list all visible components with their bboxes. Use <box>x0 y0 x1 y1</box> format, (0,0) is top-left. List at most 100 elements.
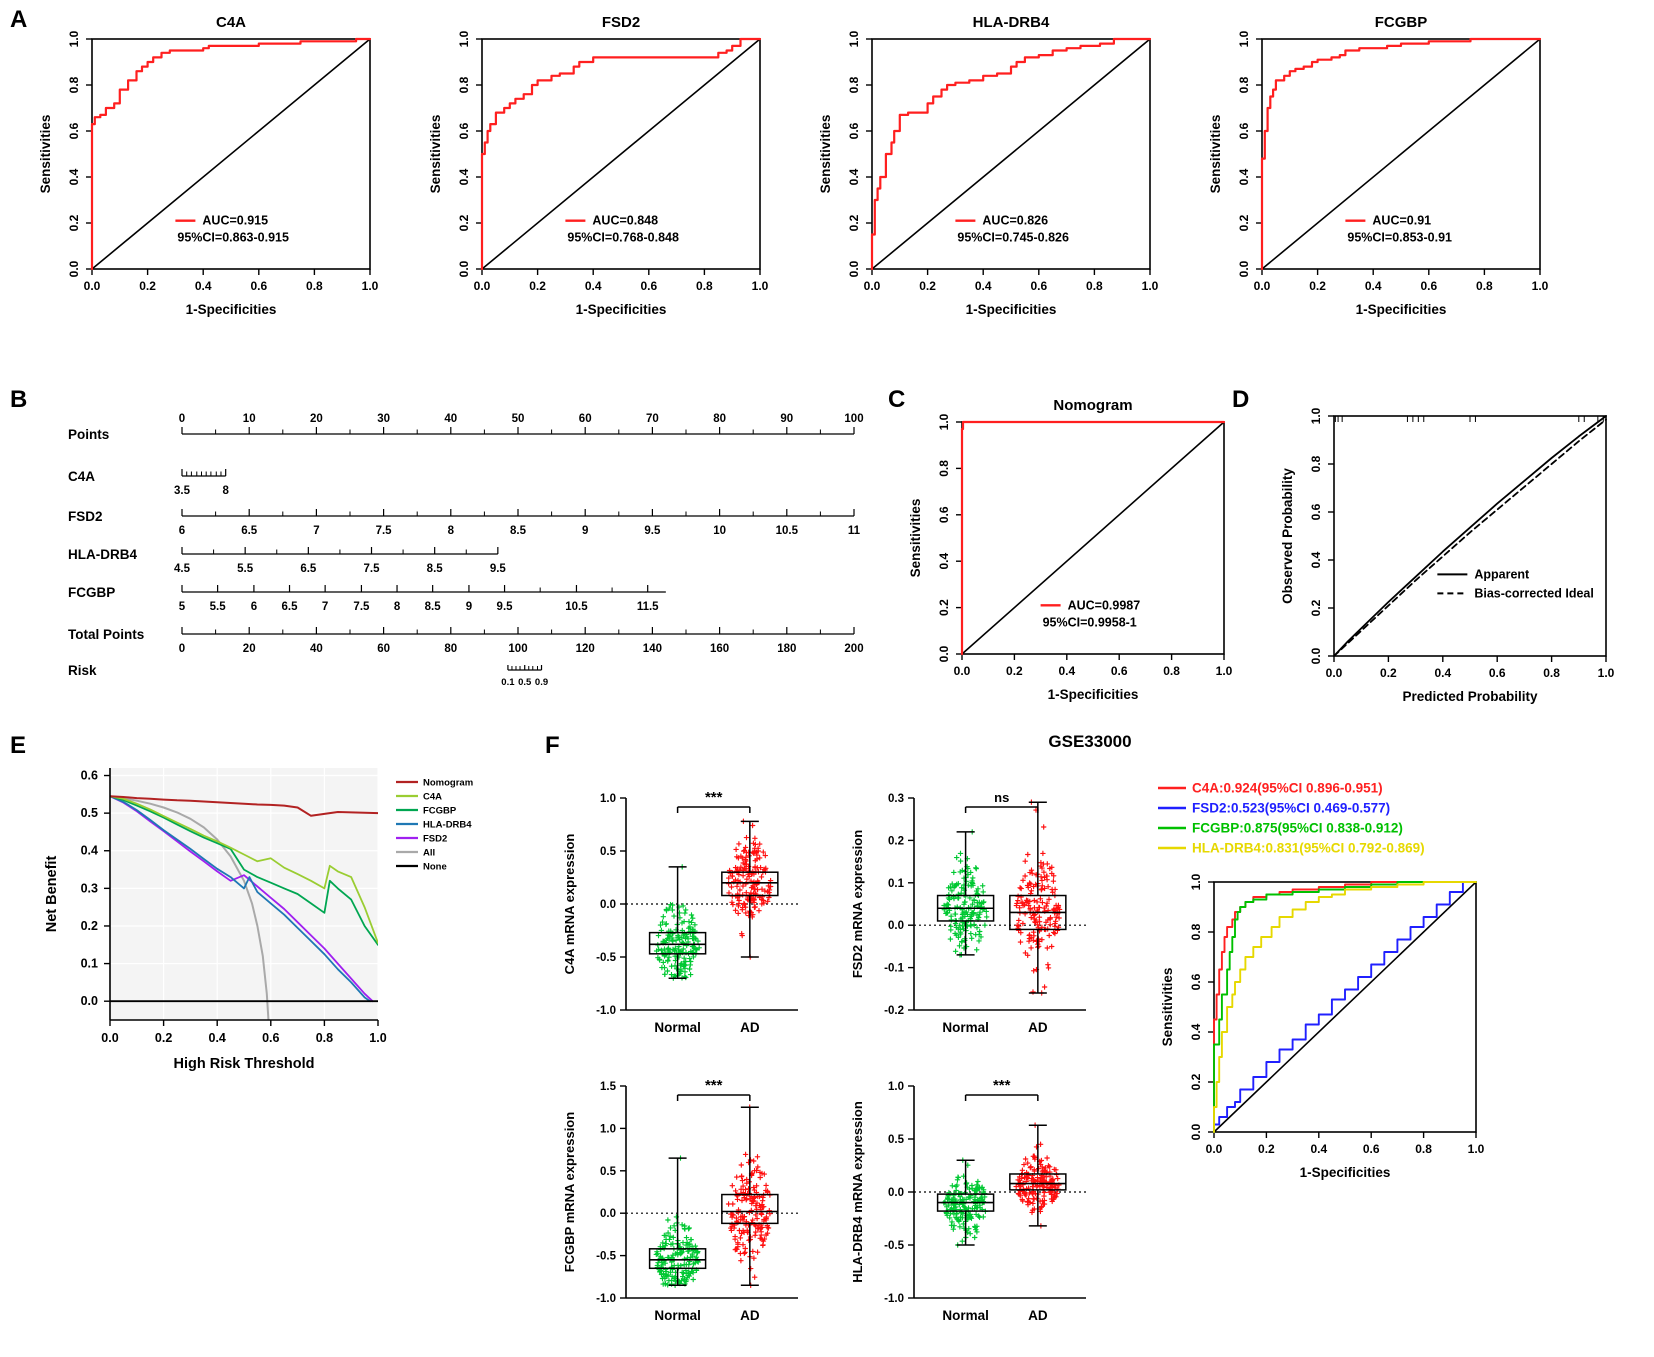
svg-text:-0.5: -0.5 <box>596 1251 616 1263</box>
svg-text:0.6: 0.6 <box>1111 664 1128 678</box>
svg-text:0.6: 0.6 <box>937 506 951 523</box>
svg-text:1.0: 1.0 <box>1309 407 1323 424</box>
svg-text:0.1: 0.1 <box>888 878 905 890</box>
svg-text:0.8: 0.8 <box>1309 455 1323 472</box>
svg-text:Normal: Normal <box>942 1308 989 1323</box>
svg-text:-0.2: -0.2 <box>884 1005 904 1017</box>
svg-text:0.8: 0.8 <box>1543 666 1560 680</box>
svg-text:6: 6 <box>251 601 257 613</box>
svg-text:0.2: 0.2 <box>155 1031 172 1045</box>
svg-text:140: 140 <box>643 643 662 655</box>
svg-text:1.0: 1.0 <box>600 793 616 805</box>
svg-text:0.2: 0.2 <box>888 835 904 847</box>
svg-text:1-Specificities: 1-Specificities <box>186 302 277 317</box>
roc-plot-gse33000: C4A:0.924(95%CI 0.896-0.951) FSD2:0.523(9… <box>1140 762 1650 1248</box>
svg-text:Total Points: Total Points <box>68 627 144 642</box>
svg-text:0: 0 <box>179 413 185 425</box>
box-hla-svg: Normal AD *** -1.0 -0.5 0.0 0.5 1.0 HLA-DRB4 mRN… <box>850 1077 1086 1323</box>
svg-text:10.5: 10.5 <box>776 525 799 537</box>
svg-text:0.2: 0.2 <box>457 214 471 231</box>
svg-text:0.6: 0.6 <box>1489 666 1506 680</box>
svg-text:0.4: 0.4 <box>1189 1023 1203 1040</box>
svg-text:0.5: 0.5 <box>600 846 617 858</box>
svg-text:7.5: 7.5 <box>364 563 381 575</box>
svg-text:160: 160 <box>710 643 729 655</box>
svg-text:0.6: 0.6 <box>262 1031 279 1045</box>
svg-text:0.4: 0.4 <box>937 553 951 570</box>
svg-text:6.5: 6.5 <box>282 601 299 613</box>
svg-text:0.5: 0.5 <box>888 1134 905 1146</box>
svg-text:0.6: 0.6 <box>1309 503 1323 520</box>
svg-text:1-Specificities: 1-Specificities <box>966 302 1057 317</box>
svg-text:0.8: 0.8 <box>1415 1142 1432 1156</box>
boxplot-fsd2: Normal AD ns -0.2 -0.1 0.0 0.1 0.2 0.3 FSD2 mRNA … <box>836 768 1120 1060</box>
gse33000-title: GSE33000 <box>1048 732 1132 751</box>
svg-text:11: 11 <box>848 525 861 537</box>
svg-text:FSD2 mRNA expression: FSD2 mRNA expression <box>850 830 865 978</box>
svg-text:8: 8 <box>394 601 401 613</box>
svg-text:0.8: 0.8 <box>847 76 861 93</box>
roc-plot-c4a: 0.0 0.2 0.4 0.6 0.8 1.0 0.0 0.2 0.4 0.6 0.8 1.0 1-Sp… <box>28 5 408 353</box>
svg-text:-1.0: -1.0 <box>596 1293 616 1305</box>
svg-text:0.2: 0.2 <box>1380 666 1397 680</box>
svg-text:95%CI=0.853-0.91: 95%CI=0.853-0.91 <box>1347 231 1452 245</box>
svg-text:Nomogram: Nomogram <box>423 778 473 789</box>
svg-text:95%CI=0.9958-1: 95%CI=0.9958-1 <box>1043 615 1137 629</box>
svg-text:120: 120 <box>576 643 595 655</box>
svg-text:FSD2: FSD2 <box>423 834 447 845</box>
svg-text:0.4: 0.4 <box>81 844 98 858</box>
svg-text:0.0: 0.0 <box>954 664 971 678</box>
svg-text:1-Specificities: 1-Specificities <box>1300 1165 1391 1180</box>
svg-text:1.0: 1.0 <box>457 30 471 47</box>
svg-text:ns: ns <box>994 790 1009 805</box>
svg-text:0.4: 0.4 <box>67 168 81 185</box>
roc-fcgbp-svg: 0.0 0.2 0.4 0.6 0.8 1.0 0.0 0.2 0.4 0.6 0.8 1.0 1-Sp… <box>1208 14 1549 317</box>
svg-text:0.3: 0.3 <box>888 793 904 805</box>
svg-text:0.6: 0.6 <box>81 769 98 783</box>
svg-text:0.4: 0.4 <box>1309 551 1323 568</box>
svg-text:1-Specificities: 1-Specificities <box>576 302 667 317</box>
svg-text:Sensitivities: Sensitivities <box>1208 115 1223 194</box>
svg-text:5.5: 5.5 <box>237 563 254 575</box>
svg-text:HLA-DRB4: HLA-DRB4 <box>973 14 1050 31</box>
boxplot-fcgbp: Normal AD *** -1.0 -0.5 0.0 0.5 1.0 1.5 FCGBP mRN… <box>548 1056 832 1348</box>
svg-text:0.6: 0.6 <box>847 122 861 139</box>
decision-curve-plot: 0.0 0.2 0.4 0.6 0.8 1.0 0.0 0.1 0.2 0.3 0.4 0.5 0.6 H… <box>22 752 537 1077</box>
svg-text:All: All <box>423 848 435 859</box>
svg-text:0.8: 0.8 <box>457 76 471 93</box>
svg-text:C4A:0.924(95%CI 0.896-0.951): C4A:0.924(95%CI 0.896-0.951) <box>1192 781 1383 796</box>
svg-text:0.2: 0.2 <box>919 279 936 293</box>
svg-text:0.0: 0.0 <box>474 279 491 293</box>
svg-text:0.4: 0.4 <box>975 279 992 293</box>
roc-gse-svg: C4A:0.924(95%CI 0.896-0.951) FSD2:0.523(9… <box>1158 781 1485 1180</box>
svg-text:0.2: 0.2 <box>1006 664 1023 678</box>
svg-text:8: 8 <box>222 485 229 497</box>
svg-text:1.0: 1.0 <box>1216 664 1233 678</box>
svg-text:Sensitivities: Sensitivities <box>1160 968 1175 1047</box>
svg-text:1.0: 1.0 <box>1189 873 1203 890</box>
svg-text:0.0: 0.0 <box>84 279 101 293</box>
svg-text:11.5: 11.5 <box>637 601 659 613</box>
svg-text:0.8: 0.8 <box>1086 279 1103 293</box>
svg-text:0.2: 0.2 <box>1309 279 1326 293</box>
svg-text:Risk: Risk <box>68 663 97 678</box>
svg-text:Observed Probability: Observed Probability <box>1280 468 1295 604</box>
svg-text:1.0: 1.0 <box>1532 279 1549 293</box>
svg-text:C4A mRNA expression: C4A mRNA expression <box>562 834 577 975</box>
svg-text:0.5: 0.5 <box>600 1166 617 1178</box>
svg-text:FCGBP: FCGBP <box>423 806 457 817</box>
svg-text:6: 6 <box>179 525 185 537</box>
svg-text:0.4: 0.4 <box>209 1031 226 1045</box>
roc-fsd2-svg: 0.0 0.2 0.4 0.6 0.8 1.0 0.0 0.2 0.4 0.6 0.8 1.0 1-Sp… <box>428 14 769 317</box>
svg-text:1.0: 1.0 <box>1142 279 1159 293</box>
svg-text:8: 8 <box>448 525 455 537</box>
svg-text:0.4: 0.4 <box>847 168 861 185</box>
decision-svg: 0.0 0.2 0.4 0.6 0.8 1.0 0.0 0.1 0.2 0.3 0.4 0.5 0.6 H… <box>44 768 473 1072</box>
svg-text:0.0: 0.0 <box>600 899 616 911</box>
svg-text:9.5: 9.5 <box>497 601 514 613</box>
svg-text:0.6: 0.6 <box>1237 122 1251 139</box>
svg-text:0.6: 0.6 <box>1189 973 1203 990</box>
svg-text:10: 10 <box>243 413 256 425</box>
svg-text:1.0: 1.0 <box>1468 1142 1485 1156</box>
